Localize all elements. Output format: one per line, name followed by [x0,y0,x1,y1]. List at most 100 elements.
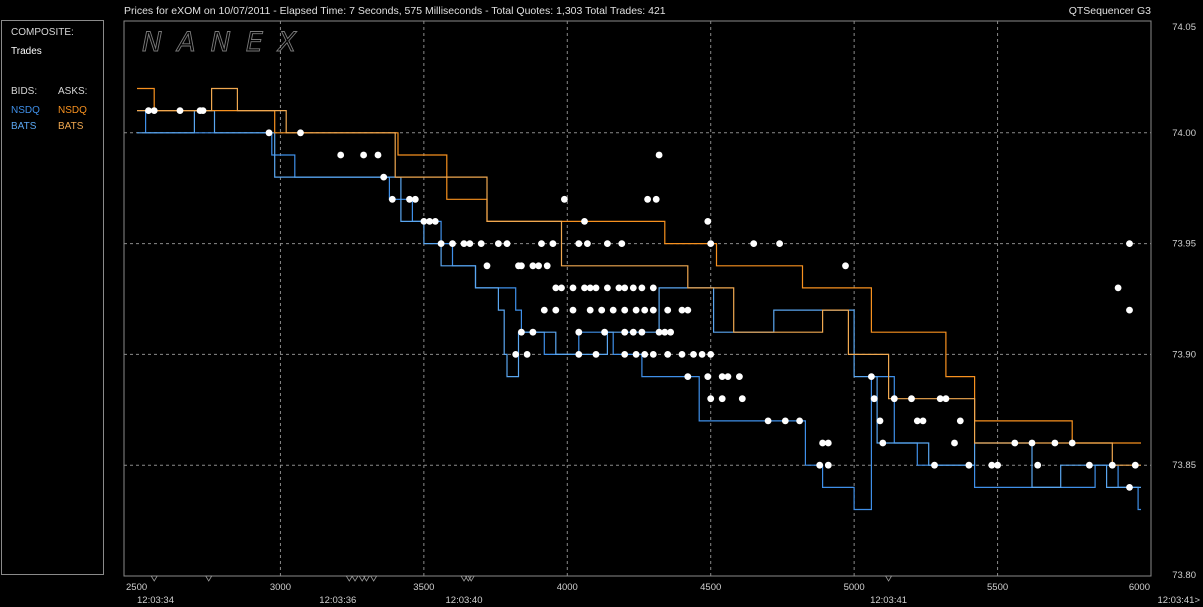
trade-point [690,351,697,358]
legend-bids-label: BIDS: [11,86,38,97]
trade-point [868,373,875,380]
trade-point [495,240,502,248]
time-label: 12:03:41> [1157,595,1200,606]
trade-point [380,173,388,181]
trade-point [649,351,657,358]
trade-point [529,328,537,336]
trade-point [552,284,560,292]
trade-point [552,306,560,314]
trade-point [965,461,973,469]
trade-point [718,395,726,403]
quote-series [137,87,1141,511]
trade-point [638,284,646,292]
trade-point [1051,439,1059,447]
trade-point [1108,461,1116,469]
series-line-bid-bats [137,110,1141,488]
trade-point [575,328,583,336]
x-tick-label: 6000 [1129,582,1150,593]
trade-point [609,306,617,314]
x-tick-label: 3500 [413,582,434,593]
trade-point [1028,439,1036,447]
trade-point [644,195,651,203]
y-tick-label: 74.00 [1172,128,1196,139]
trade-point [649,284,657,292]
time-marker [205,575,213,582]
trade-point [426,218,433,225]
trade-point [604,284,611,292]
y-tick-label: 73.95 [1172,239,1196,250]
trade-point [529,262,537,270]
time-marker [351,575,359,582]
legend-bid-bats: BATS [11,121,37,132]
trade-point [931,461,938,469]
trade-point [678,351,686,358]
trade-point [621,306,629,314]
trade-point [908,395,915,403]
time-marker [460,575,468,582]
app-name: QTSequencer G3 [1068,5,1151,17]
legend-ask-nsdq: NSDQ [58,105,87,116]
trade-point [575,351,583,358]
trade-point [629,284,637,292]
trade-point [199,107,207,114]
trade-point [994,461,1001,469]
trade-point [704,218,712,225]
trade-point [781,417,789,425]
legend-asks-label: ASKS: [58,86,88,97]
trade-point [678,306,686,314]
header-bar: Prices for eXOM on 10/07/2011 - Elapsed … [0,0,1203,20]
x-tick-label: 4500 [700,582,721,593]
time-label: 12:03:34 [137,595,174,606]
y-tick-label: 73.90 [1172,349,1196,360]
trade-point [483,262,491,270]
trade-point [411,195,419,203]
trade-point [704,373,712,380]
trade-point [1126,240,1133,248]
trade-point [951,439,958,447]
trade-point [632,306,640,314]
trade-point [718,373,726,380]
trade-point [558,284,565,292]
chart-title: Prices for eXOM on 10/07/2011 - Elapsed … [124,5,666,17]
trade-point [652,195,660,203]
grid-lines [124,21,1151,576]
trade-point [518,262,525,270]
trade-point [1131,461,1139,469]
nanex-watermark: NANEX [142,27,311,58]
time-marker [358,575,366,582]
x-tick-label: 2500 [126,582,147,593]
y-tick-label: 73.85 [1172,460,1196,471]
trade-point [431,218,439,225]
trade-point [581,218,588,225]
time-label: 12:03:36 [319,595,356,606]
time-marker [150,575,158,582]
trade-point [523,351,531,358]
trade-point [449,240,456,248]
legend-composite-label: COMPOSITE: [11,27,74,38]
trade-point [586,284,594,292]
trade-point [549,240,557,248]
trade-point [936,395,944,403]
trade-point [870,395,878,403]
trade-point [176,107,184,114]
trade-point [956,417,964,425]
trade-point [632,351,640,358]
trade-point [776,240,783,248]
trade-point [816,461,824,469]
trade-point [503,240,511,248]
legend-panel: COMPOSITE: Trades BIDS: ASKS: NSDQ NSDQ … [1,20,104,575]
trade-point [988,461,996,469]
trade-point [150,107,158,114]
trade-point [518,328,525,336]
time-marker [467,575,475,582]
trade-point [575,240,583,248]
trade-point [824,461,832,469]
trade-point [265,129,273,137]
trade-point [684,306,692,314]
trade-point [942,395,950,403]
trade-point [621,328,629,336]
trade-point [569,284,577,292]
trade-point [538,240,545,248]
trade-point [540,306,548,314]
time-label: 12:03:40 [446,595,483,606]
